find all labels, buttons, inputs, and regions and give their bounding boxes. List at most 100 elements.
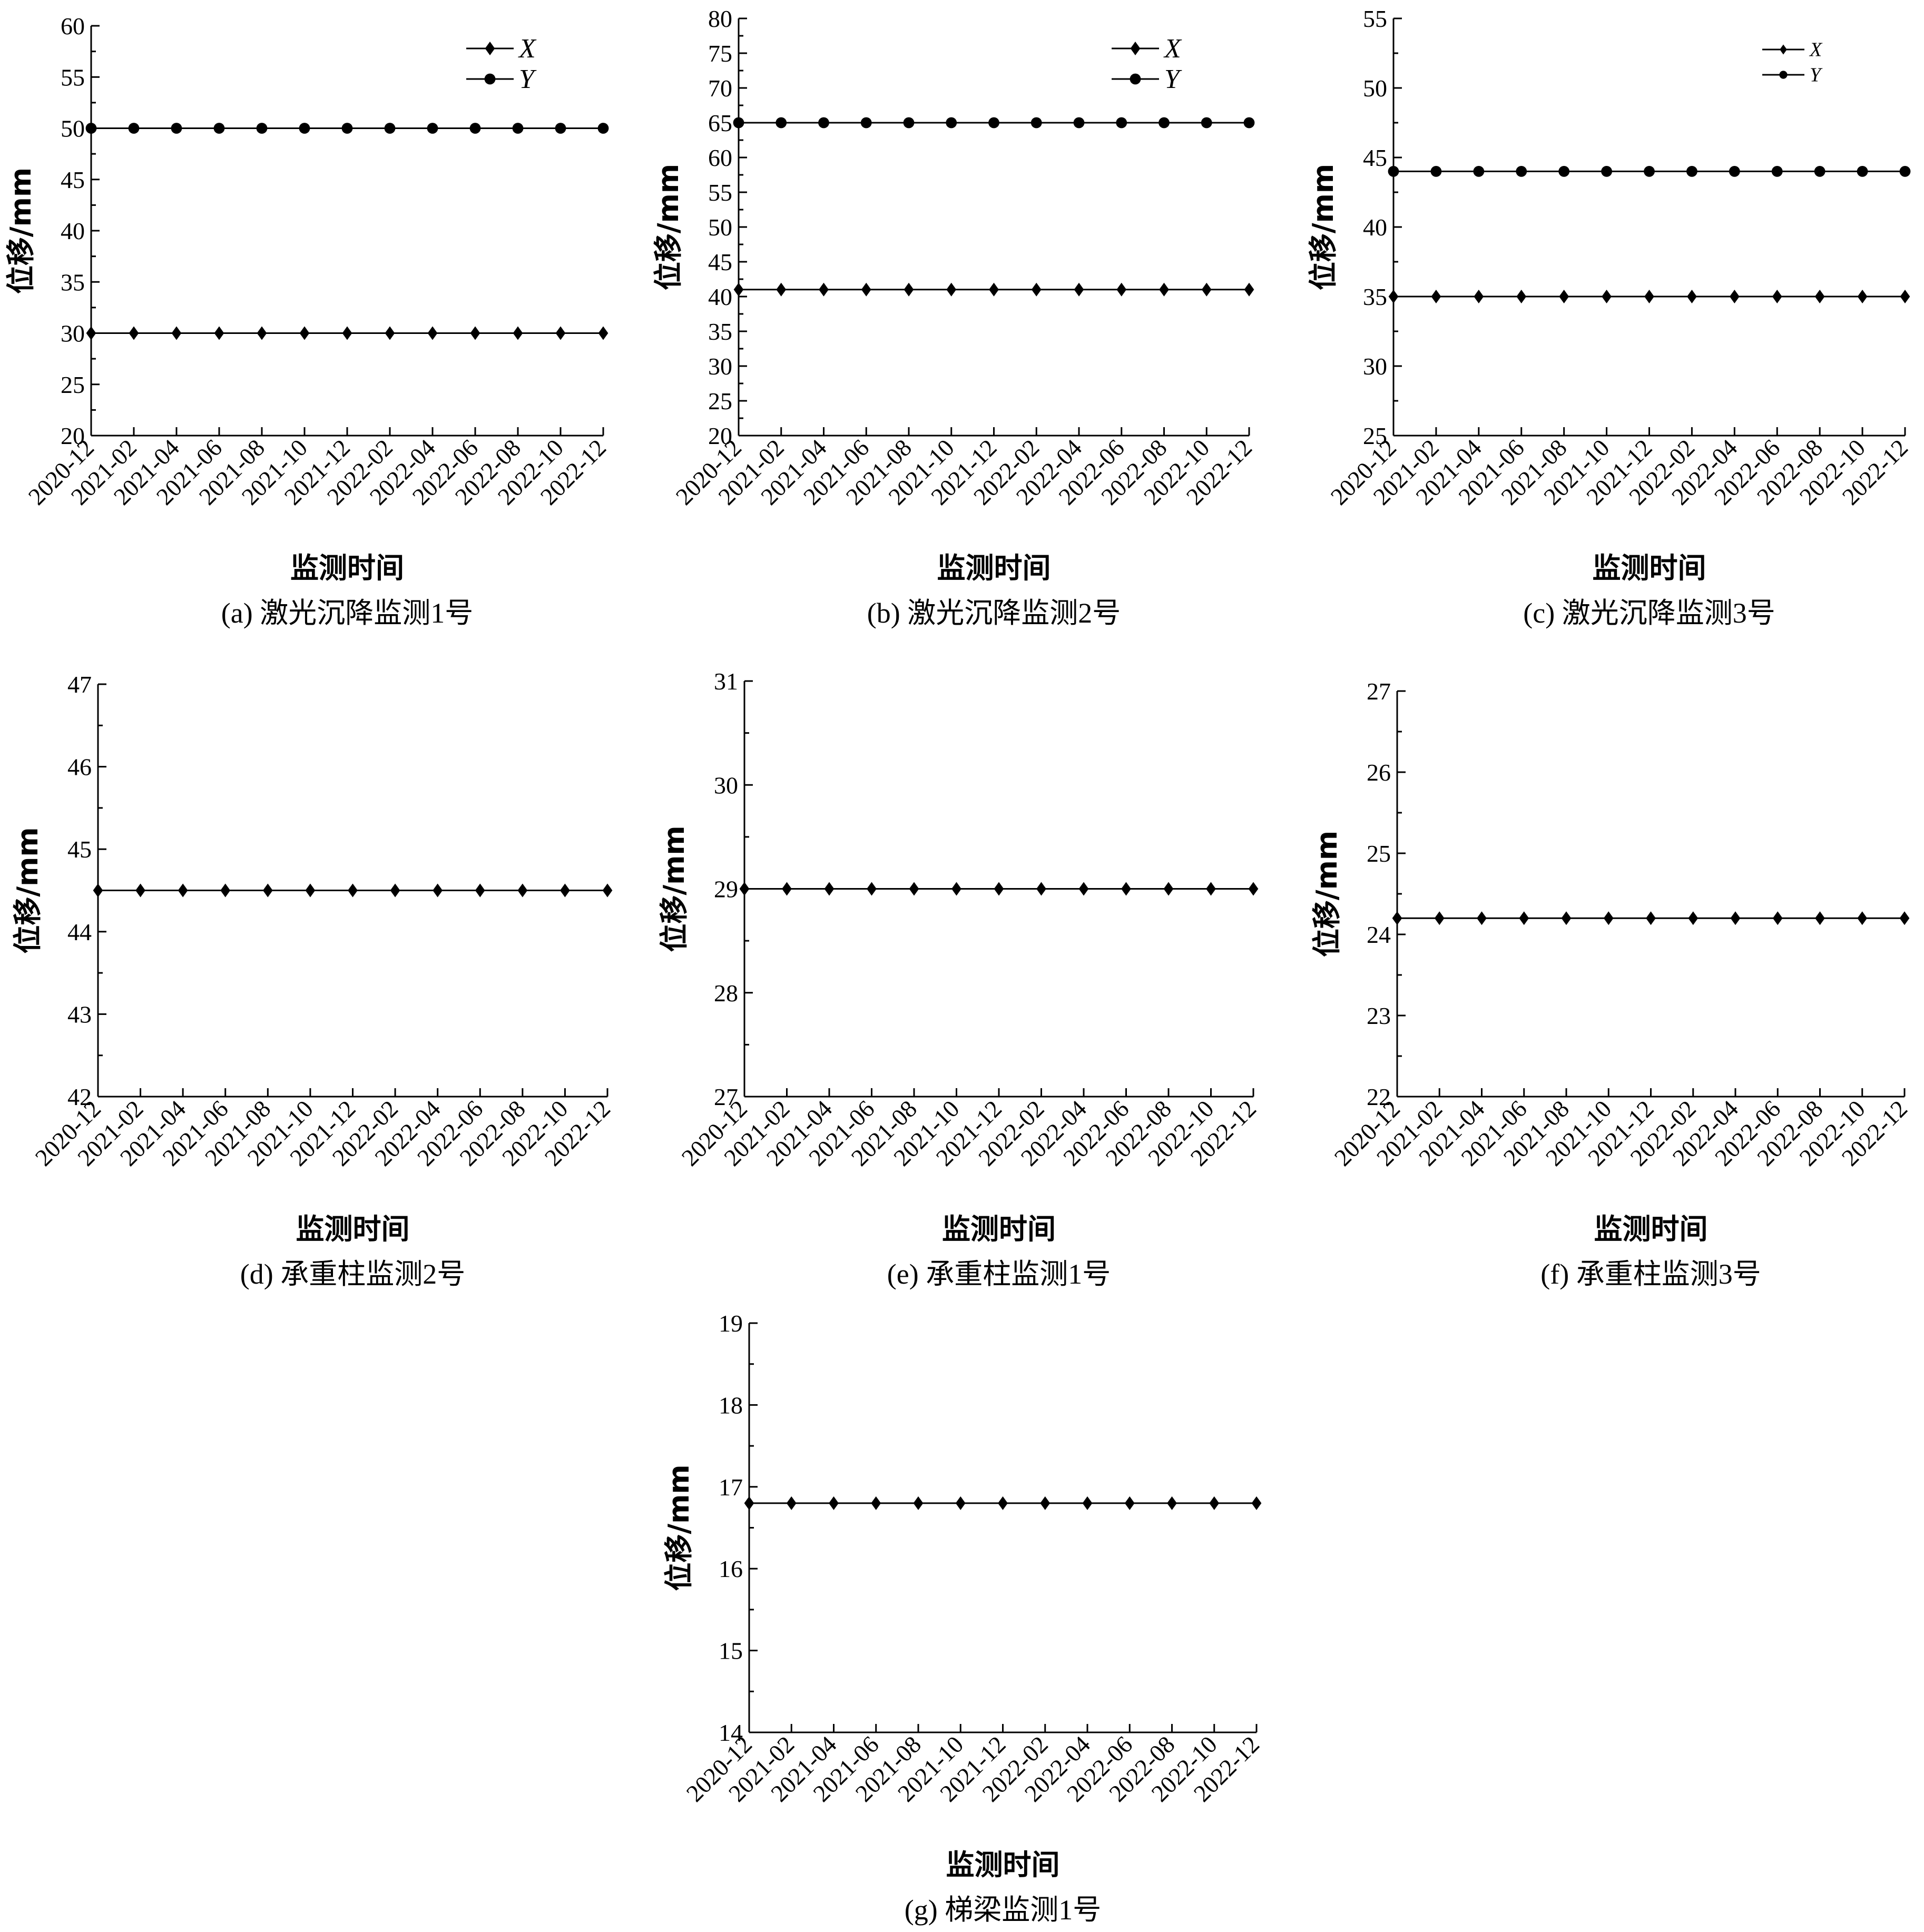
y-tick-label: 26: [1367, 759, 1391, 786]
data-point: [1206, 882, 1216, 896]
chart-caption: (c) 激光沉降监测3号: [1523, 597, 1775, 629]
y-tick-label: 55: [708, 179, 732, 206]
data-point: [262, 883, 273, 898]
data-point: [1857, 290, 1868, 303]
data-point: [1899, 911, 1910, 925]
data-point: [776, 282, 787, 297]
data-point: [390, 883, 400, 898]
data-point: [1167, 1496, 1177, 1510]
data-point: [1473, 166, 1485, 177]
data-point: [904, 282, 914, 297]
data-point: [776, 117, 787, 129]
y-tick-label: 40: [61, 218, 85, 244]
data-point: [1159, 117, 1170, 129]
data-point: [384, 123, 396, 134]
data-point: [1251, 1496, 1262, 1510]
legend-label: X: [518, 34, 537, 64]
y-axis-title: 位移/mm: [657, 825, 691, 952]
data-point: [513, 326, 523, 340]
legend-marker: [485, 42, 495, 55]
y-tick-label: 35: [708, 318, 732, 345]
data-point: [1559, 290, 1569, 303]
data-point: [1688, 911, 1699, 925]
chart-caption: (d) 承重柱监测2号: [240, 1258, 465, 1290]
y-axis-title: 位移/mm: [662, 1464, 695, 1591]
data-point: [299, 123, 310, 134]
data-point: [86, 326, 96, 340]
data-point: [427, 123, 438, 134]
data-point: [1248, 882, 1259, 896]
data-point: [1163, 882, 1174, 896]
y-tick-label: 22: [1367, 1083, 1391, 1110]
x-axis-title: 监测时间: [296, 1213, 410, 1246]
y-tick-label: 19: [719, 1310, 743, 1337]
data-point: [1857, 166, 1868, 177]
data-point: [1116, 117, 1127, 129]
data-point: [946, 282, 957, 297]
y-tick-label: 40: [1363, 214, 1387, 241]
data-point: [1772, 911, 1783, 925]
data-point: [1124, 1496, 1135, 1510]
data-point: [85, 123, 97, 134]
legend-label: Y: [519, 64, 537, 94]
y-tick-label: 35: [61, 269, 85, 295]
y-tick-label: 45: [708, 249, 732, 275]
y-tick-label: 25: [61, 371, 85, 398]
data-point: [1561, 911, 1572, 925]
data-point: [994, 882, 1004, 896]
data-point: [818, 117, 829, 129]
data-point: [171, 326, 182, 340]
data-point: [1474, 290, 1484, 303]
y-tick-label: 75: [708, 40, 732, 67]
y-tick-label: 55: [1363, 5, 1387, 32]
data-point: [860, 117, 872, 129]
data-point: [214, 326, 224, 340]
data-point: [178, 883, 188, 898]
legend-marker: [1779, 71, 1788, 79]
data-point: [171, 123, 182, 134]
series-1: [1392, 911, 1910, 925]
data-point: [1040, 1496, 1051, 1510]
data-point: [341, 123, 353, 134]
data-point: [1814, 290, 1825, 303]
data-point: [1036, 882, 1046, 896]
x-axis-title: 监测时间: [946, 1848, 1060, 1881]
y-tick-label: 45: [61, 166, 85, 193]
data-point: [129, 326, 139, 340]
data-point: [1687, 290, 1697, 303]
data-point: [93, 883, 103, 898]
chart-panel-5: 27282930312020-122021-022021-042021-0620…: [657, 668, 1261, 1290]
data-point: [512, 123, 524, 134]
y-axis-title: 位移/mm: [1310, 831, 1343, 957]
y-tick-label: 28: [714, 980, 738, 1007]
chart-caption: (a) 激光沉降监测1号: [221, 597, 473, 629]
data-point: [998, 1496, 1008, 1510]
data-point: [1771, 166, 1783, 177]
series-1: [93, 883, 613, 898]
data-point: [903, 117, 915, 129]
data-point: [1814, 166, 1825, 177]
data-point: [220, 883, 231, 898]
y-axis-title: 位移/mm: [652, 164, 685, 290]
y-axis-title: 位移/mm: [4, 167, 37, 294]
series-y: [733, 117, 1255, 129]
y-tick-label: 25: [708, 388, 732, 415]
data-point: [1388, 166, 1399, 177]
legend-marker: [1130, 73, 1141, 85]
data-point: [1899, 166, 1911, 177]
chart-caption: (e) 承重柱监测1号: [887, 1258, 1111, 1290]
y-tick-label: 31: [714, 668, 738, 695]
data-point: [1244, 282, 1254, 297]
data-point: [560, 883, 570, 898]
data-point: [213, 123, 225, 134]
data-point: [824, 882, 835, 896]
chart-panel-6: 2223242526272020-122021-022021-042021-06…: [1310, 678, 1912, 1290]
data-point: [256, 123, 268, 134]
data-point: [1686, 166, 1697, 177]
data-point: [1644, 290, 1654, 303]
x-axis-title: 监测时间: [290, 551, 404, 585]
y-tick-label: 30: [714, 772, 738, 799]
y-tick-label: 40: [708, 283, 732, 310]
y-tick-label: 27: [1367, 678, 1391, 705]
data-point: [385, 326, 395, 340]
